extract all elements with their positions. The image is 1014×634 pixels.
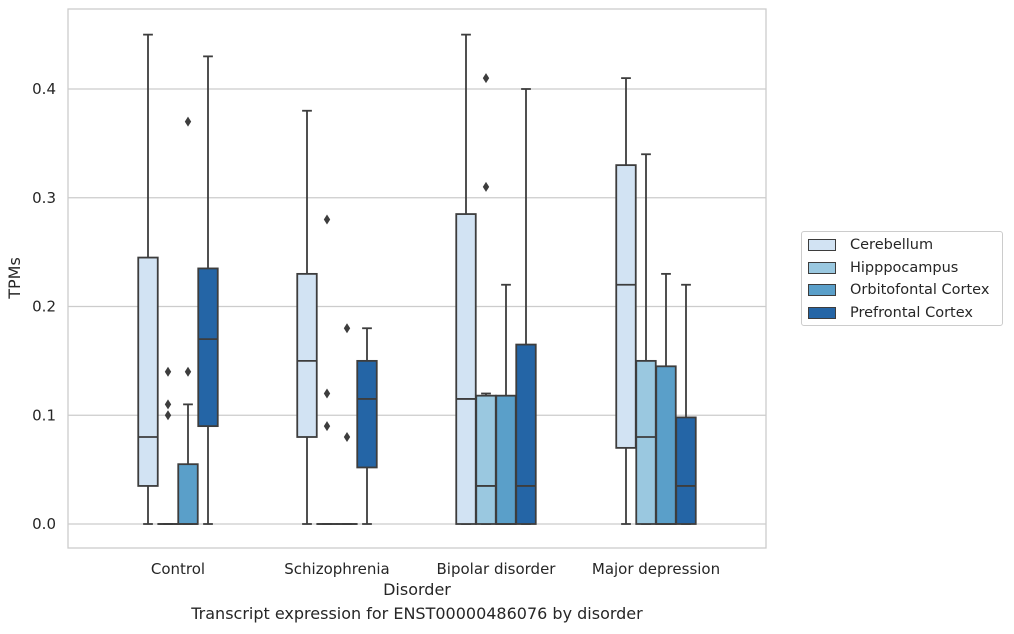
- y-tick-label: 0.4: [32, 80, 56, 98]
- box-1-3: [635, 153, 657, 525]
- outlier-point: [323, 214, 331, 225]
- legend-label: Orbitofontal Cortex: [850, 282, 990, 298]
- box-0-0: [137, 33, 159, 525]
- outlier-point: [164, 410, 172, 421]
- outlier-point: [184, 366, 192, 377]
- box-3-0: [197, 55, 219, 525]
- y-axis-label: TPMs: [5, 257, 24, 300]
- x-tick-label: Schizophrenia: [284, 560, 389, 578]
- outlier-point: [343, 432, 351, 442]
- box-body: [655, 365, 677, 525]
- outlier-point: [482, 181, 490, 192]
- boxes-layer: [137, 33, 697, 525]
- box-2-1: [336, 323, 358, 525]
- legend-swatch: [808, 239, 836, 251]
- outlier-point: [164, 399, 172, 410]
- x-tick-label: Bipolar disorder: [437, 560, 557, 578]
- box-body: [475, 394, 497, 525]
- legend-swatch: [808, 284, 836, 296]
- x-tick-label: Control: [151, 560, 205, 578]
- box-2-0: [177, 116, 199, 525]
- legend-item: Prefrontal Cortex: [808, 304, 973, 322]
- box-body: [675, 416, 697, 525]
- x-tick-label: Major depression: [592, 560, 720, 578]
- x-axis-label: Disorder: [383, 580, 451, 599]
- box-0-2: [455, 33, 477, 525]
- legend-item: Cerebellum: [808, 236, 933, 254]
- legend-label: Prefrontal Cortex: [850, 304, 973, 321]
- y-tick-label: 0.3: [32, 189, 56, 207]
- outlier-point: [482, 73, 490, 84]
- box-3-1: [356, 327, 378, 525]
- plot-frame: [67, 8, 767, 549]
- legend: Cerebellum Hipppocampus Orbitofontal Corte…: [801, 231, 1003, 326]
- legend-label: Cerebellum: [850, 237, 934, 253]
- box-0-3: [615, 77, 637, 525]
- box-2-2: [495, 283, 517, 525]
- box-2-3: [655, 272, 677, 525]
- box-body: [356, 359, 378, 469]
- box-body: [515, 343, 537, 525]
- box-body: [296, 272, 318, 438]
- box-body: [495, 394, 517, 525]
- outlier-point: [164, 366, 172, 377]
- outlier-point: [184, 116, 192, 127]
- box-body: [615, 164, 637, 449]
- outlier-point: [323, 421, 331, 432]
- legend-label: Hipppocampus: [850, 259, 959, 276]
- y-tick-labels: 0.0 0.1 0.2 0.3 0.4: [32, 80, 56, 533]
- legend-item: Hipppocampus: [808, 259, 958, 277]
- x-tick-labels: Control Schizophrenia Bipolar disorder Majo…: [151, 560, 720, 578]
- box-3-2: [515, 88, 537, 525]
- box-body: [197, 267, 219, 428]
- chart-title: Transcript expression for ENST0000048607…: [191, 604, 643, 623]
- box-0-1: [296, 109, 318, 525]
- legend-swatch: [808, 306, 836, 319]
- box-body: [137, 256, 159, 487]
- legend-swatch: [808, 261, 836, 274]
- box-3-3: [675, 283, 697, 525]
- legend-item: Orbitofontal Cortex: [808, 281, 989, 299]
- y-tick-label: 0.0: [32, 515, 56, 533]
- y-tick-label: 0.2: [32, 298, 56, 316]
- outlier-point: [343, 323, 351, 334]
- outlier-point: [323, 388, 331, 399]
- box-body: [455, 213, 477, 525]
- y-tick-label: 0.1: [32, 406, 56, 424]
- box-1-0: [157, 366, 179, 525]
- box-body: [177, 463, 199, 525]
- box-body: [635, 359, 657, 525]
